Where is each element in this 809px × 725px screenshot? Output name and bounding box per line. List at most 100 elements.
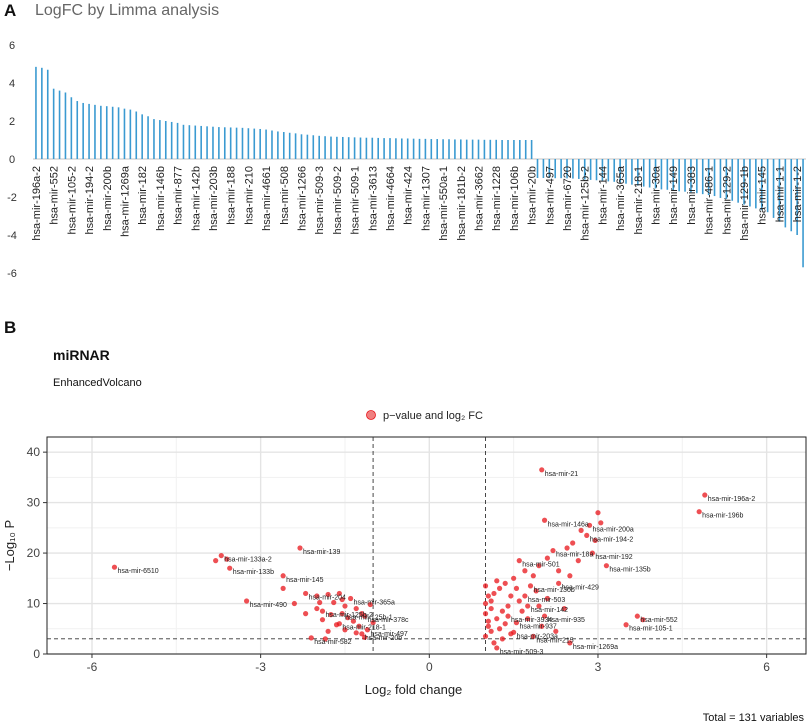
- point-label: hsa-mir-200a: [593, 526, 634, 533]
- data-point: [519, 608, 525, 614]
- data-point: [603, 563, 610, 569]
- data-point: [314, 593, 320, 599]
- data-point: [496, 585, 503, 591]
- data-point: [502, 580, 508, 586]
- data-point: [640, 617, 646, 623]
- y-tick-label: 4: [9, 78, 15, 90]
- category-label: hsa-mir-146b: [155, 166, 167, 231]
- data-point: [227, 565, 233, 571]
- data-point: [224, 556, 230, 562]
- category-label: hsa-mir-30a: [651, 165, 663, 225]
- category-label: hsa-mir-1307: [420, 166, 432, 231]
- category-label: hsa-mir-1-2: [792, 166, 804, 222]
- data-point: [488, 628, 494, 634]
- data-point: [567, 640, 573, 646]
- point-label: hsa-mir-218-1: [342, 625, 386, 632]
- category-label: hsa-mir-129-2: [721, 166, 733, 234]
- data-point: [634, 613, 640, 619]
- data-point: [494, 645, 500, 651]
- point-label: hsa-mir-135b: [609, 567, 650, 574]
- data-point: [297, 545, 303, 551]
- data-point: [702, 492, 708, 498]
- category-label: hsa-mir-1-1: [774, 166, 786, 222]
- data-point: [592, 537, 598, 544]
- y-axis-title: −Log₁₀ P: [2, 520, 17, 571]
- legend-marker: [366, 410, 376, 420]
- point-label: hsa-mir-125b-2: [325, 612, 373, 619]
- category-label: hsa-mir-486-1: [704, 166, 716, 234]
- bar-chart: 6 4 2 0 -2 -4 -6 hsa-mir-196a-2 hsa-mir-552 hsa-m…: [7, 40, 806, 280]
- chart-b-subtitle: EnhancedVolcano: [53, 377, 142, 389]
- data-point: [325, 628, 331, 634]
- data-point: [575, 558, 581, 564]
- category-label: hsa-mir-20b: [527, 166, 539, 225]
- category-label: hsa-mir-188: [226, 166, 238, 225]
- data-point: [578, 527, 584, 533]
- data-point: [488, 605, 494, 612]
- data-point: [491, 590, 497, 597]
- category-label: hsa-mir-145: [757, 166, 769, 225]
- category-label: hsa-mir-383: [686, 166, 698, 225]
- data-point: [595, 510, 601, 516]
- category-label: hsa-mir-509-1: [350, 166, 362, 234]
- category-label: hsa-mir-125b-2: [580, 166, 592, 241]
- data-point: [350, 618, 357, 624]
- plot-border: [46, 436, 807, 655]
- point-label: hsa-mir-552: [640, 617, 677, 624]
- category-label: hsa-mir-365a: [615, 165, 627, 231]
- data-point: [539, 467, 545, 473]
- data-point: [348, 595, 354, 602]
- chart-a-title: LogFC by Limma analysis: [35, 2, 219, 19]
- data-point: [488, 598, 494, 604]
- data-point: [356, 623, 362, 629]
- category-label: hsa-mir-877: [173, 166, 185, 225]
- data-point: [556, 568, 562, 574]
- data-point: [556, 580, 562, 586]
- data-point: [482, 600, 489, 607]
- category-label: hsa-mir-6720: [562, 166, 574, 231]
- data-point: [482, 611, 489, 617]
- category-label: hsa-mir-182: [137, 166, 149, 225]
- category-label: hsa-mir-509-3: [314, 166, 326, 234]
- data-point: [362, 634, 368, 640]
- category-label: hsa-mir-105-2: [66, 166, 78, 234]
- category-label: hsa-mir-106b: [509, 166, 521, 231]
- data-point: [339, 611, 345, 617]
- category-label: hsa-mir-144: [597, 166, 609, 225]
- point-label: hsa-mir-133b: [233, 569, 274, 576]
- y-tick-label: 20: [27, 546, 41, 560]
- data-point: [525, 616, 531, 622]
- data-point: [541, 517, 548, 523]
- data-point: [623, 622, 629, 628]
- data-point: [516, 558, 522, 564]
- category-label: hsa-mir-509-2: [332, 166, 344, 234]
- data-point: [522, 593, 528, 599]
- category-label: hsa-mir-142b: [190, 166, 202, 231]
- data-point: [513, 620, 520, 626]
- point-label: hsa-mir-378c: [368, 617, 409, 624]
- point-label: hsa-mir-192: [595, 554, 632, 561]
- point-label: hsa-mir-6510: [117, 568, 158, 575]
- point-label: hsa-mir-490: [250, 602, 287, 609]
- category-label: hsa-mir-508: [279, 166, 291, 225]
- data-point: [550, 547, 556, 554]
- data-point: [496, 626, 503, 632]
- x-tick-label: 6: [763, 660, 770, 674]
- data-point: [499, 636, 505, 642]
- data-point: [494, 616, 500, 622]
- data-point: [544, 555, 550, 561]
- data-point: [508, 631, 514, 637]
- data-point: [567, 573, 573, 579]
- data-point: [482, 633, 489, 639]
- data-point: [491, 640, 497, 646]
- category-label: hsa-mir-4664: [385, 166, 397, 231]
- point-label: hsa-mir-497: [370, 631, 407, 638]
- data-point: [322, 636, 328, 642]
- point-label: hsa-mir-503: [528, 597, 565, 604]
- y-tick-label: 30: [27, 496, 41, 510]
- point-label: hsa-mir-130b: [534, 587, 575, 594]
- x-tick-label: -3: [255, 660, 266, 674]
- data-point: [336, 590, 342, 597]
- data-point: [485, 623, 491, 629]
- point-label: hsa-mir-18a: [556, 552, 593, 559]
